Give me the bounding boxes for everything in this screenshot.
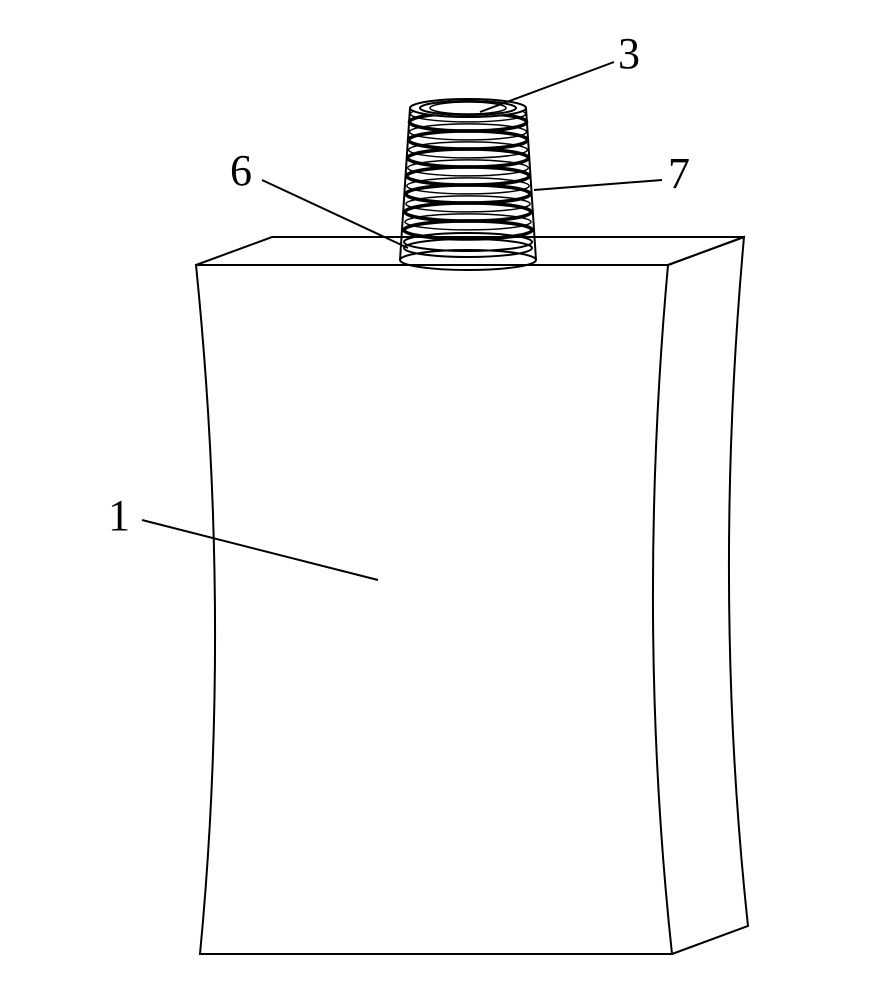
diagram-svg <box>0 0 893 1000</box>
figure-canvas: 3 6 7 1 <box>0 0 893 1000</box>
label-7: 7 <box>668 148 690 199</box>
label-1: 1 <box>108 490 130 541</box>
label-3: 3 <box>618 28 640 79</box>
label-6: 6 <box>230 145 252 196</box>
